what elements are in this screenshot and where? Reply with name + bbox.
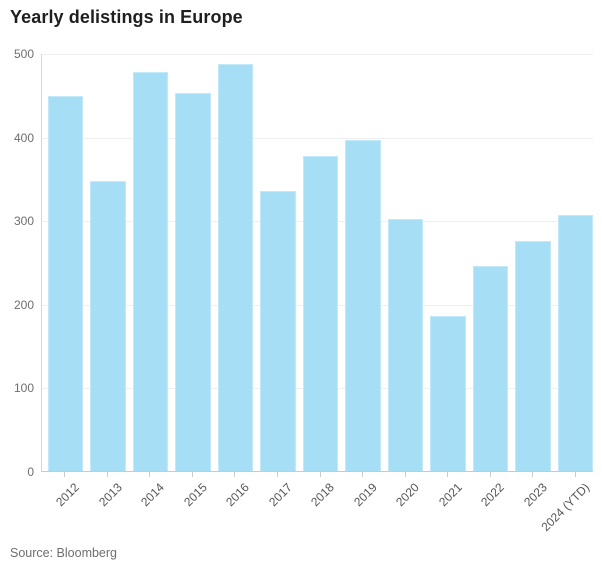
x-tick bbox=[191, 472, 193, 477]
x-tick-label: 2019 bbox=[350, 480, 380, 510]
bar-2024-ytd bbox=[557, 215, 594, 471]
x-tick bbox=[489, 472, 491, 477]
x-tick-label: 2018 bbox=[308, 480, 338, 510]
x-tick-label: 2014 bbox=[138, 480, 168, 510]
bar-2015 bbox=[175, 93, 211, 471]
bar-2012 bbox=[48, 95, 84, 471]
bar-2017 bbox=[260, 190, 296, 471]
bar-2019 bbox=[345, 139, 381, 471]
chart-title: Yearly delistings in Europe bbox=[10, 7, 243, 27]
y-tick-label: 100 bbox=[13, 381, 34, 396]
x-tick bbox=[234, 472, 236, 477]
x-tick bbox=[447, 472, 449, 477]
x-tick bbox=[362, 472, 364, 477]
y-tick-label: 0 bbox=[27, 465, 34, 479]
bar-2021 bbox=[430, 316, 466, 471]
x-tick bbox=[276, 472, 278, 477]
bar-2013 bbox=[90, 180, 126, 471]
x-tick bbox=[404, 472, 406, 477]
source-note: Source: Bloomberg bbox=[10, 546, 118, 560]
x-tick bbox=[532, 472, 534, 477]
x-tick bbox=[64, 472, 66, 477]
plot-area bbox=[41, 54, 594, 472]
y-axis: 0 100 200 300 400 500 bbox=[0, 47, 34, 479]
x-tick-label: 2021 bbox=[436, 480, 465, 510]
gridline bbox=[42, 54, 593, 55]
bar-2016 bbox=[217, 63, 254, 471]
x-tick bbox=[106, 472, 108, 477]
bar-2020 bbox=[387, 219, 424, 471]
y-tick-label: 400 bbox=[13, 130, 34, 145]
bar-2018 bbox=[302, 155, 339, 471]
x-tick-label: 2015 bbox=[180, 480, 210, 510]
x-axis: 2012 2013 2014 2015 2016 2017 2018 2019 2020 2021… bbox=[41, 472, 593, 542]
x-tick-label: 2016 bbox=[223, 480, 253, 510]
bar-2023 bbox=[515, 241, 551, 471]
y-tick-label: 200 bbox=[13, 297, 34, 312]
bars-layer bbox=[42, 54, 594, 471]
x-tick-label: 2017 bbox=[265, 480, 295, 510]
x-tick-label: 2023 bbox=[521, 480, 550, 510]
x-tick-label: 2013 bbox=[95, 480, 125, 510]
x-tick-label: 2020 bbox=[393, 480, 423, 510]
y-tick-label: 300 bbox=[13, 214, 34, 229]
x-tick bbox=[149, 472, 151, 477]
y-tick-label: 500 bbox=[13, 47, 34, 61]
x-tick bbox=[319, 472, 321, 477]
x-tick bbox=[574, 472, 576, 477]
bar-2022 bbox=[472, 266, 509, 471]
x-tick-label: 2012 bbox=[53, 480, 82, 510]
x-tick-label: 2022 bbox=[478, 480, 508, 510]
gridline bbox=[42, 137, 593, 139]
bar-2014 bbox=[132, 72, 169, 471]
